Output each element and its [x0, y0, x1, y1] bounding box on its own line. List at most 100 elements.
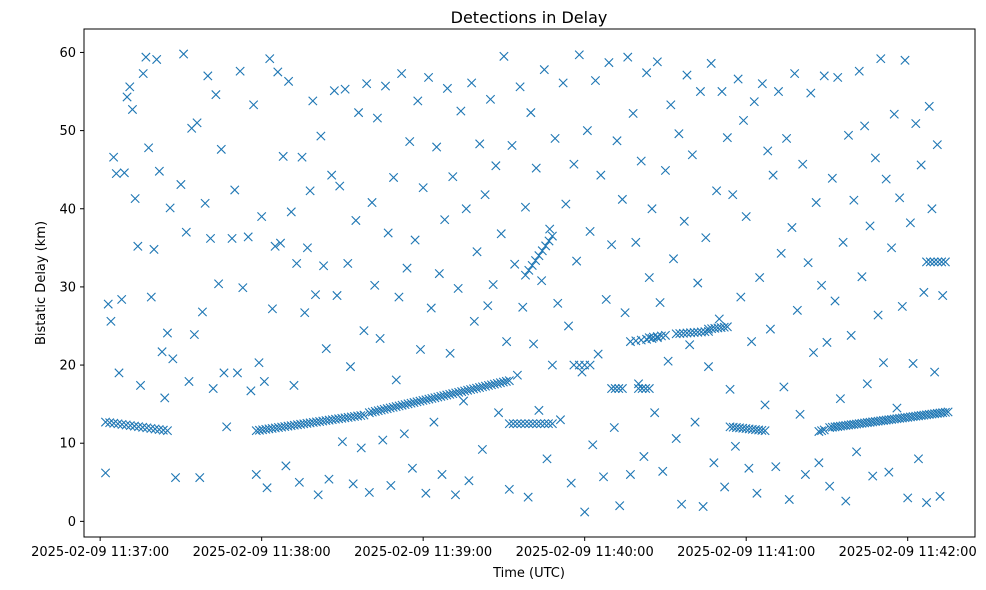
data-point — [636, 156, 646, 166]
data-point — [520, 419, 530, 429]
data-point — [574, 50, 584, 60]
data-point — [895, 193, 905, 203]
data-point — [367, 197, 377, 208]
data-point — [480, 190, 490, 200]
data-point — [144, 143, 154, 153]
data-point — [510, 259, 520, 269]
data-point — [833, 72, 843, 83]
data-point — [321, 344, 331, 354]
data-point — [429, 417, 439, 427]
data-point — [356, 443, 366, 453]
data-point — [468, 384, 479, 394]
data-point — [547, 360, 557, 370]
data-point — [100, 417, 111, 427]
data-point — [359, 326, 369, 336]
data-point — [925, 257, 935, 267]
data-point — [760, 400, 770, 410]
data-point — [418, 395, 428, 406]
data-point — [119, 168, 129, 178]
data-point — [854, 66, 864, 76]
data-point — [278, 151, 288, 161]
y-tick-label: 30 — [59, 280, 76, 295]
data-point — [491, 161, 501, 171]
data-point — [154, 424, 164, 435]
data-point — [117, 294, 127, 305]
data-point — [109, 418, 119, 428]
data-point — [421, 395, 431, 405]
data-point — [644, 383, 654, 394]
data-point — [930, 367, 940, 377]
data-point — [184, 376, 194, 387]
data-point — [884, 467, 894, 477]
data-point — [523, 492, 533, 502]
data-point — [275, 238, 286, 248]
data-point — [725, 384, 735, 394]
data-point — [424, 394, 434, 404]
data-point — [483, 301, 493, 311]
data-point — [690, 417, 700, 427]
data-point — [512, 370, 522, 380]
data-point — [152, 54, 162, 65]
data-point — [142, 423, 152, 433]
data-point — [781, 133, 792, 144]
data-point — [689, 327, 699, 338]
data-point — [170, 473, 181, 483]
chart-title: Detections in Delay — [451, 8, 608, 27]
y-tick-label: 20 — [59, 359, 76, 374]
data-point — [693, 278, 703, 288]
data-point — [628, 108, 638, 118]
data-point — [316, 131, 326, 141]
data-point — [294, 477, 304, 487]
data-point — [625, 469, 636, 480]
data-point — [195, 473, 205, 483]
data-point — [932, 140, 942, 150]
data-point — [655, 297, 665, 308]
data-point — [512, 419, 522, 429]
data-point — [779, 382, 789, 392]
data-point — [527, 260, 537, 271]
data-point — [318, 261, 329, 271]
data-point — [432, 142, 442, 152]
data-point — [463, 385, 473, 395]
data-point — [615, 501, 625, 511]
data-point — [133, 422, 144, 432]
data-point — [633, 383, 644, 394]
data-point — [407, 463, 417, 473]
data-point — [886, 243, 897, 253]
data-point — [644, 272, 654, 283]
data-point — [378, 435, 388, 445]
data-point — [806, 88, 816, 98]
data-point — [135, 380, 146, 390]
data-point — [913, 454, 924, 464]
data-point — [631, 237, 641, 247]
data-point — [612, 136, 622, 146]
data-point — [504, 376, 514, 386]
data-point — [219, 368, 229, 378]
data-point — [283, 76, 294, 86]
data-point — [380, 81, 391, 91]
data-point — [787, 222, 797, 233]
data-point — [235, 66, 245, 76]
data-point — [310, 290, 321, 300]
data-point — [903, 493, 913, 503]
data-point — [757, 425, 767, 435]
data-point — [811, 197, 821, 208]
data-point — [674, 129, 684, 139]
data-point — [507, 140, 517, 151]
data-point — [933, 257, 943, 267]
data-point — [297, 152, 307, 162]
data-point — [846, 330, 856, 340]
data-point — [714, 314, 724, 324]
data-point — [423, 72, 434, 83]
x-tick-label: 2025-02-09 11:41:00 — [677, 545, 815, 560]
data-point — [232, 368, 243, 378]
data-point — [436, 391, 446, 401]
data-point — [617, 194, 627, 204]
data-point — [876, 54, 886, 64]
data-point — [722, 322, 732, 332]
data-point — [254, 358, 264, 368]
data-point — [335, 181, 345, 191]
axis-ticks: 2025-02-09 11:37:00 2025-02-09 11:38:00 20… — [31, 46, 977, 560]
data-point — [897, 301, 907, 312]
data-point — [687, 150, 697, 160]
